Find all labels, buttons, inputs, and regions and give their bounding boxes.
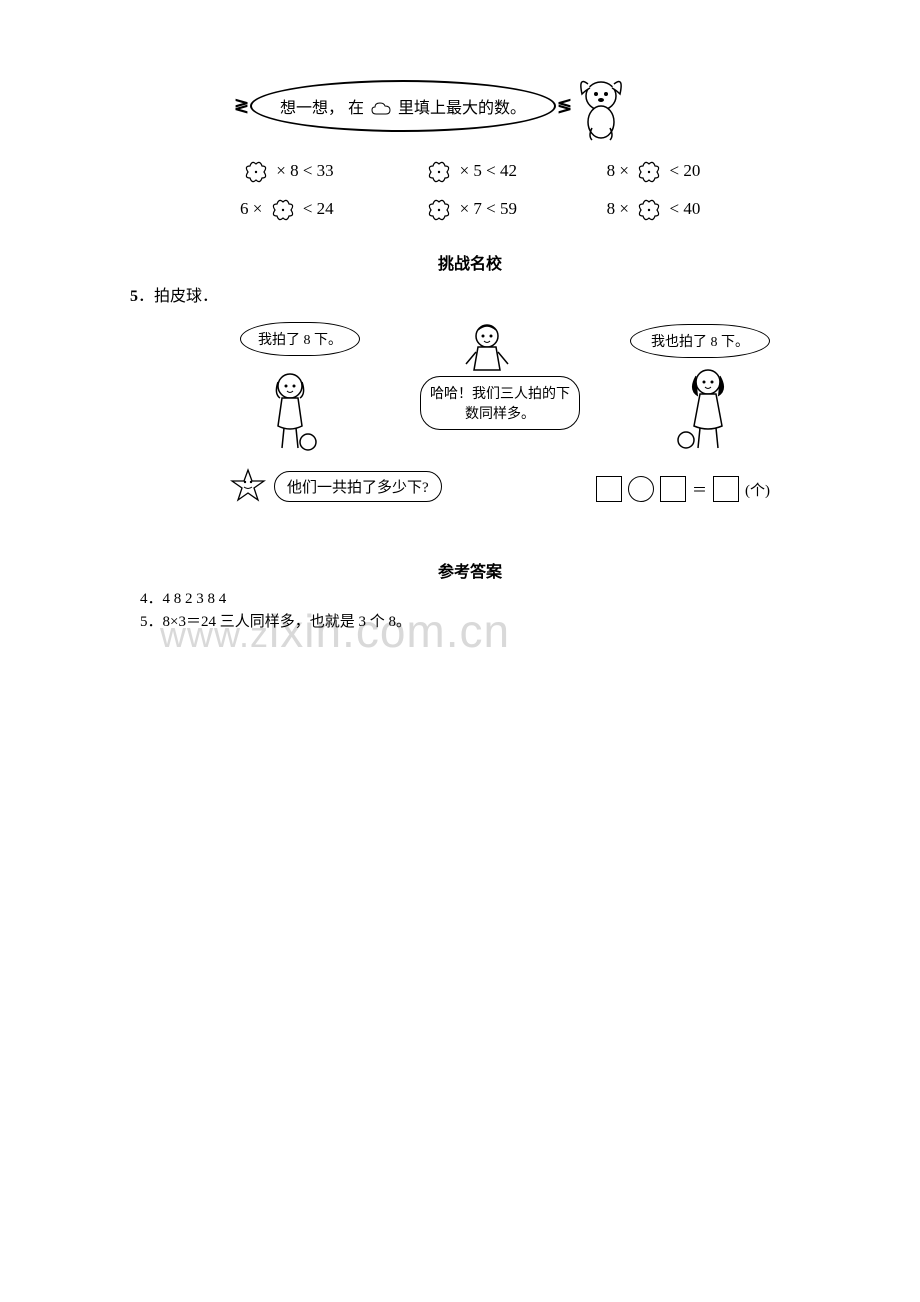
problem5-title: ．拍皮球．	[138, 288, 218, 305]
answers-body: 4．4 8 2 3 8 4 5．8×3＝24 三人同样多，也就是 3 个 8。	[140, 588, 800, 633]
speech-bubble-left: 我拍了 8 下。	[240, 322, 360, 356]
problem5-figure: 我拍了 8 下。 哈哈！我们三人拍的下数同样多。 我也拍了	[230, 320, 770, 510]
challenge-title: 挑战名校	[140, 250, 800, 274]
girl-right-icon	[676, 364, 740, 463]
unit-label: (个)	[745, 479, 770, 500]
instruction-bubble: ≷ 想一想， 在 里填上最大的数。 ≶	[250, 80, 556, 132]
instruction-text-pre: 想一想， 在	[280, 100, 364, 117]
flower-blank-icon	[635, 160, 663, 184]
problem5-number: 5	[130, 288, 138, 305]
dog-icon	[570, 70, 632, 142]
star-icon	[230, 468, 266, 504]
equation-2: × 5 < 42	[423, 160, 576, 184]
zigzag-left-icon: ≷	[234, 96, 249, 117]
blank-square-2	[660, 476, 686, 502]
speech-bubble-middle: 哈哈！我们三人拍的下数同样多。	[420, 376, 580, 430]
equals-sign: ＝	[692, 479, 707, 500]
question-text: 他们一共拍了多少下?	[274, 471, 442, 502]
problem5-heading: 5．拍皮球．	[130, 282, 800, 306]
flower-blank-icon	[269, 198, 297, 222]
equation-6: 8 × < 40	[607, 198, 760, 222]
cloud-icon	[370, 101, 392, 117]
equation-3: 8 × < 20	[607, 160, 760, 184]
girl-left-icon	[260, 368, 320, 463]
flower-blank-icon	[242, 160, 270, 184]
flower-blank-icon	[425, 198, 453, 222]
problem4-figure: ≷ 想一想， 在 里填上最大的数。 ≶ × 8 < 33	[240, 80, 760, 222]
blank-square-1	[596, 476, 622, 502]
instruction-text-post: 里填上最大的数。	[398, 100, 526, 117]
blank-circle	[628, 476, 654, 502]
equation-1: × 8 < 33	[240, 160, 393, 184]
equation-5: × 7 < 59	[423, 198, 576, 222]
answer-expression: ＝ (个)	[596, 476, 770, 502]
equations-grid: × 8 < 33 × 5 < 42 8 × < 20 6 × < 24 × 7 …	[240, 160, 760, 222]
equation-4: 6 × < 24	[240, 198, 393, 222]
answers-title: 参考答案	[140, 558, 800, 582]
flower-blank-icon	[425, 160, 453, 184]
answer-line-5: 5．8×3＝24 三人同样多，也就是 3 个 8。	[140, 611, 800, 634]
flower-blank-icon	[635, 198, 663, 222]
blank-square-3	[713, 476, 739, 502]
answer-line-4: 4．4 8 2 3 8 4	[140, 588, 800, 611]
speech-bubble-right: 我也拍了 8 下。	[630, 324, 770, 358]
